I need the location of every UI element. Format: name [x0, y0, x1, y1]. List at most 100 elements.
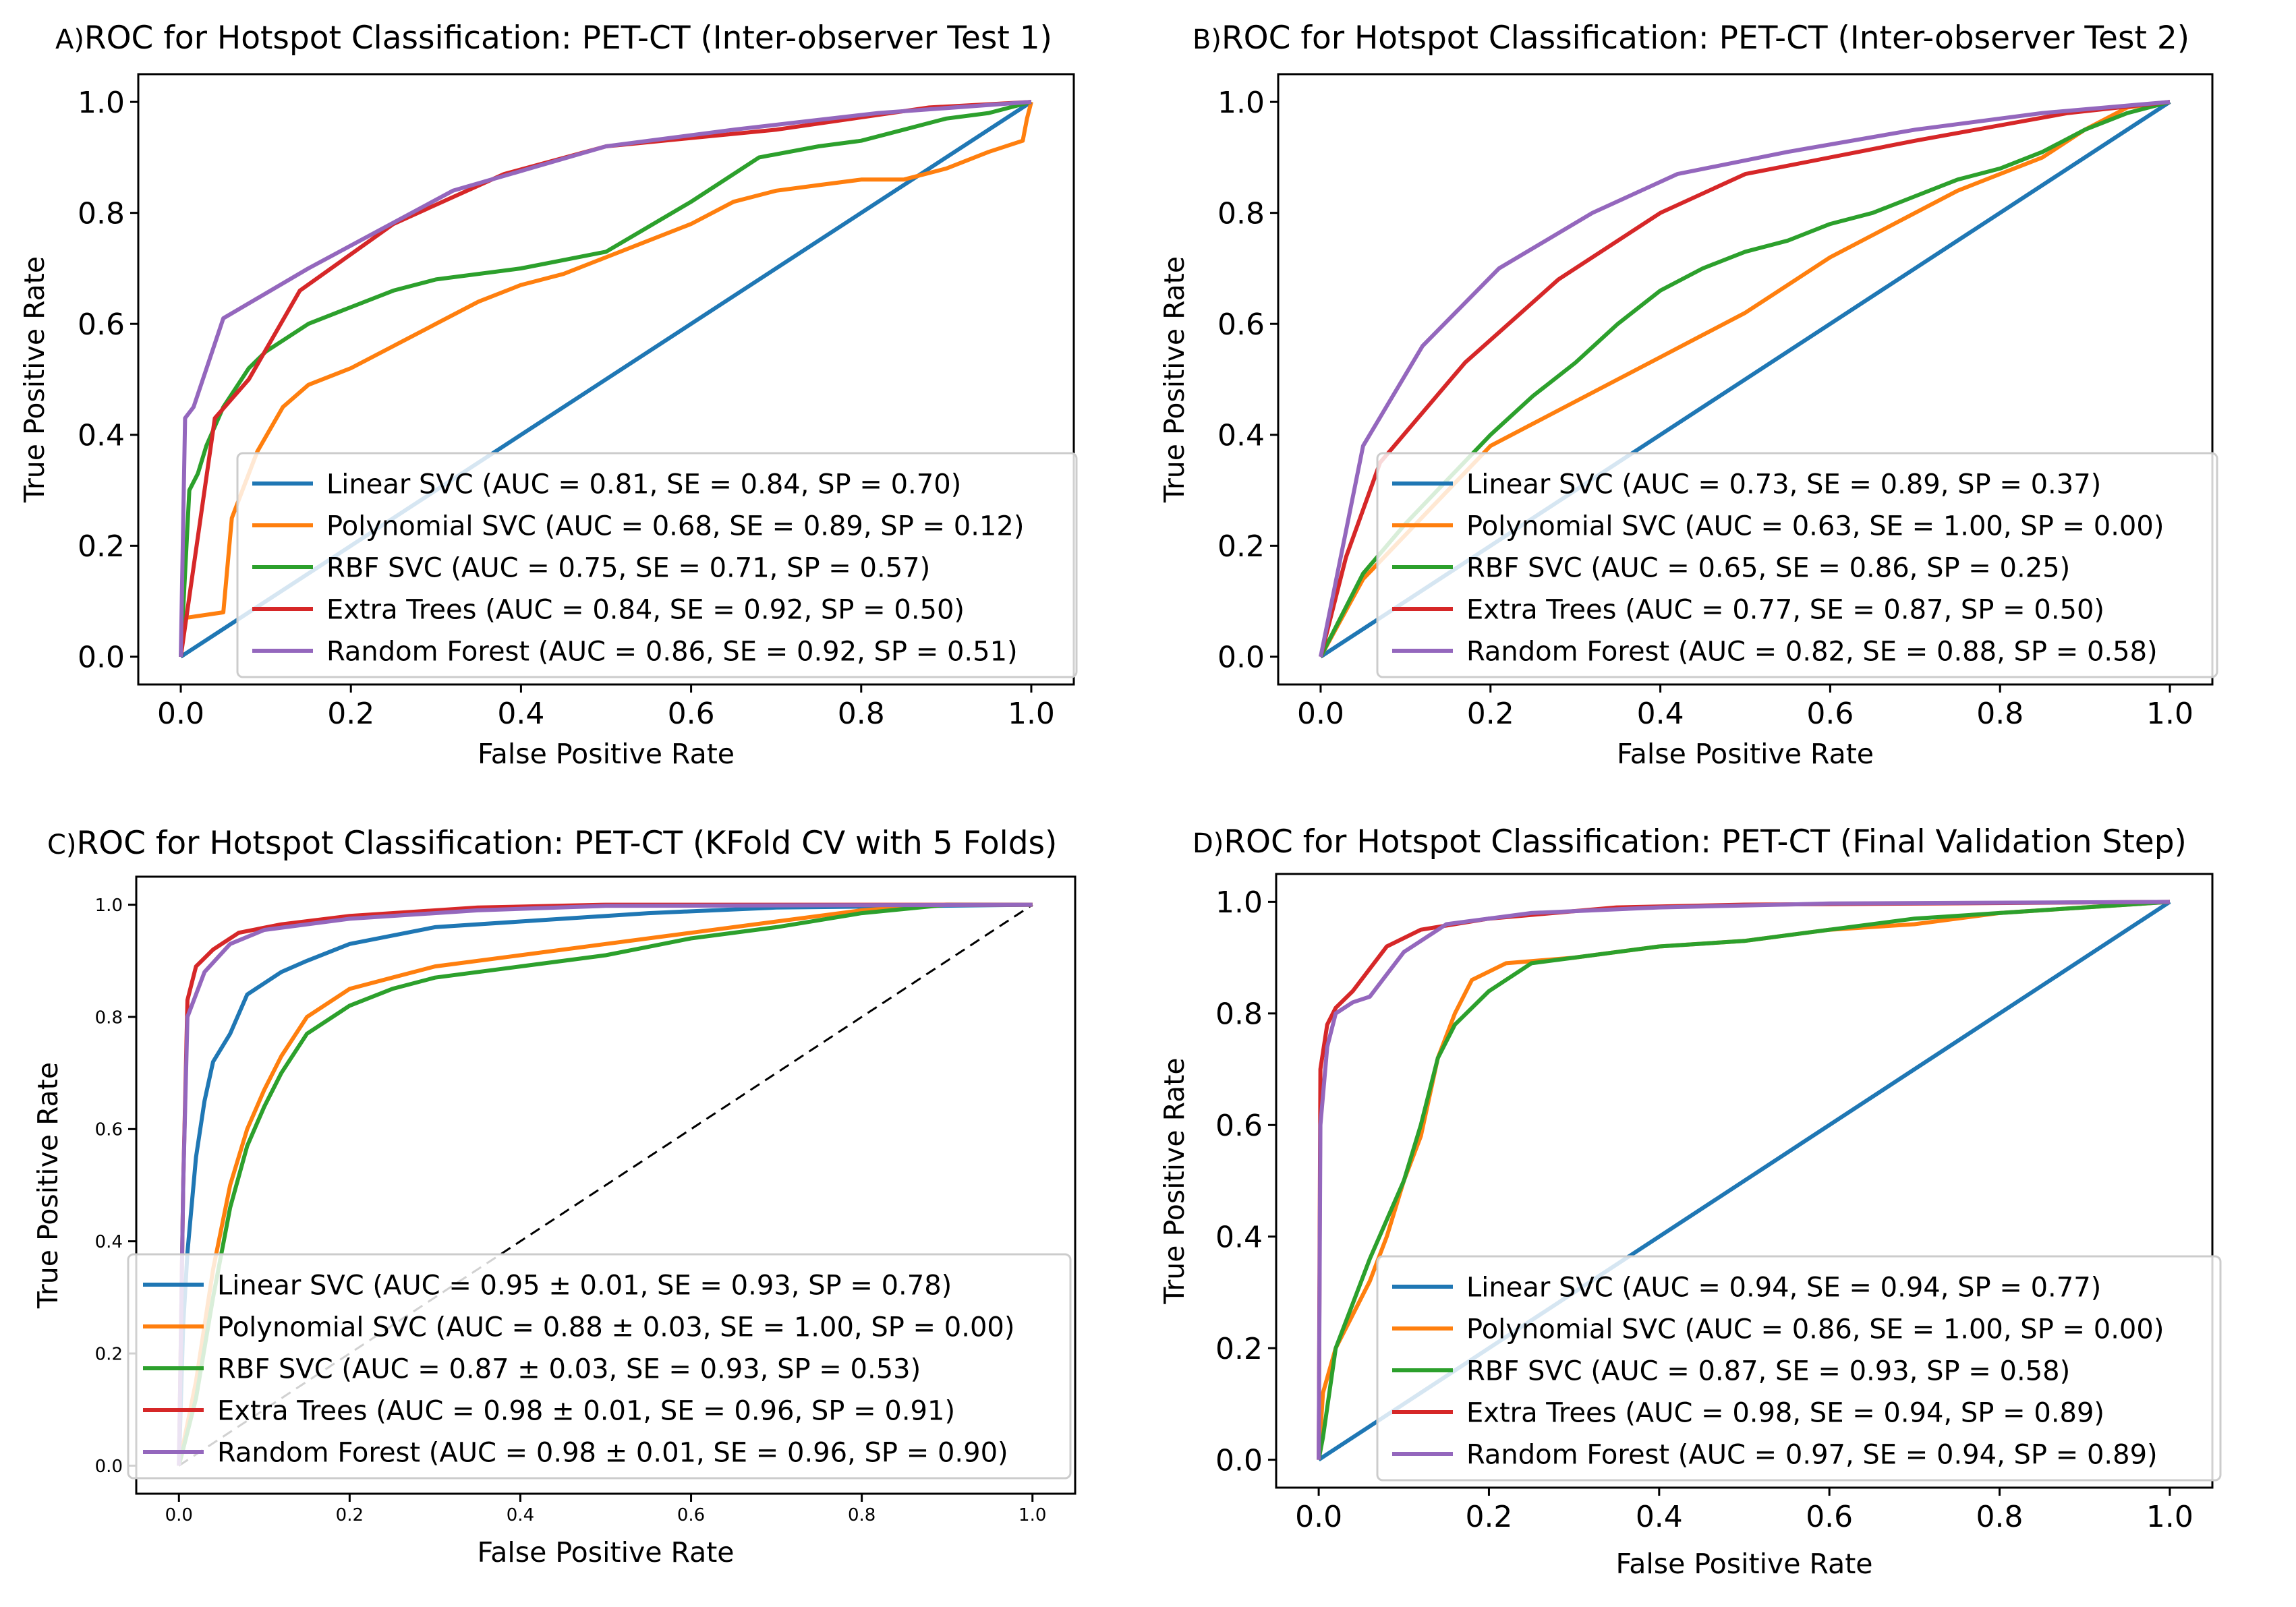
x-tick-label: 0.6 [1806, 1500, 1853, 1534]
legend-entry: Extra Trees (AUC = 0.77, SE = 0.87, SP =… [1466, 594, 2104, 625]
y-tick-label: 1.0 [78, 86, 125, 120]
x-tick-label: 1.0 [2146, 697, 2193, 731]
y-tick-label: 0.8 [1215, 997, 1263, 1032]
panel-letter: D) [1193, 828, 1224, 859]
legend-entry: RBF SVC (AUC = 0.65, SE = 0.86, SP = 0.2… [1466, 552, 2070, 583]
x-tick-label: 1.0 [1018, 1505, 1046, 1525]
legend-entry: Linear SVC (AUC = 0.94, SE = 0.94, SP = … [1466, 1272, 2101, 1303]
x-tick-label: 0.0 [165, 1505, 193, 1525]
x-tick-label: 0.6 [677, 1505, 705, 1525]
panel-letter: A) [55, 24, 84, 55]
y-tick-label: 0.4 [95, 1232, 123, 1252]
legend-box [1376, 1255, 2222, 1482]
legend-entry: Linear SVC (AUC = 0.95 ± 0.01, SE = 0.93… [217, 1270, 952, 1301]
y-tick-label: 0.0 [95, 1457, 123, 1477]
series-line-2 [179, 101, 1033, 658]
legend-box [1376, 452, 2218, 678]
y-tick-label: 0.6 [95, 1120, 123, 1140]
panel-letter: B) [1193, 24, 1222, 55]
x-tick-label: 0.8 [848, 1505, 876, 1525]
series-line-5 [179, 100, 1032, 657]
y-tick-label: 0.6 [78, 308, 125, 342]
plot-frame [1277, 73, 2214, 686]
y-axis-label: True Positive Rate [1158, 1057, 1190, 1304]
legend-entry: Extra Trees (AUC = 0.84, SE = 0.92, SP =… [326, 594, 965, 625]
legend: Linear SVC (AUC = 0.95 ± 0.01, SE = 0.93… [127, 1253, 1072, 1480]
y-axis-label: True Positive Rate [1158, 256, 1190, 503]
x-tick-label: 0.8 [1976, 697, 2024, 731]
series-line-1 [177, 902, 1033, 1466]
series-line-2 [177, 902, 1033, 1466]
x-tick-label: 0.8 [1976, 1500, 2024, 1534]
legend-entry: Polynomial SVC (AUC = 0.86, SE = 1.00, S… [1466, 1314, 2164, 1345]
legend-entry: Random Forest (AUC = 0.82, SE = 0.88, SP… [1466, 636, 2158, 667]
y-tick-label: 0.4 [1215, 1221, 1263, 1255]
y-tick-label: 0.4 [1217, 419, 1265, 453]
legend-entry: Extra Trees (AUC = 0.98 ± 0.01, SE = 0.9… [217, 1395, 955, 1426]
legend-entry: Linear SVC (AUC = 0.81, SE = 0.84, SP = … [326, 469, 961, 500]
y-tick-label: 0.4 [78, 419, 125, 453]
x-tick-label: 0.2 [1467, 697, 1514, 731]
series-line-4 [179, 100, 1032, 658]
y-tick-label: 1.0 [1215, 885, 1263, 920]
legend: Linear SVC (AUC = 0.94, SE = 0.94, SP = … [1376, 1255, 2222, 1482]
series-line-5 [177, 902, 1033, 1466]
x-tick-label: 0.6 [1806, 697, 1854, 731]
x-tick-label: 0.4 [1636, 1500, 1683, 1534]
chart-title: B)ROC for Hotspot Classification: PET-CT… [1193, 20, 2189, 57]
series-line-5 [1317, 900, 2170, 1460]
x-tick-label: 0.2 [327, 697, 374, 731]
y-tick-label: 0.2 [1217, 529, 1265, 564]
x-axis-label: False Positive Rate [478, 738, 735, 770]
plot-frame [137, 73, 1075, 686]
x-tick-label: 0.4 [1637, 697, 1684, 731]
legend-entry: RBF SVC (AUC = 0.75, SE = 0.71, SP = 0.5… [326, 552, 930, 583]
legend-entry: Linear SVC (AUC = 0.73, SE = 0.89, SP = … [1466, 469, 2101, 500]
series-line-5 [1319, 100, 2171, 658]
legend-box [236, 452, 1078, 678]
y-tick-label: 0.8 [1217, 197, 1265, 231]
x-tick-label: 0.0 [157, 697, 204, 731]
y-tick-label: 0.8 [95, 1007, 123, 1028]
chart-title-text: ROC for Hotspot Classification: PET-CT (… [76, 825, 1057, 862]
plot-frame [135, 875, 1077, 1495]
series-line-3 [177, 902, 1033, 1467]
y-tick-label: 0.0 [1217, 641, 1265, 675]
y-axis-label: True Positive Rate [32, 1062, 64, 1309]
y-tick-label: 0.0 [78, 641, 125, 675]
series-line-3 [1317, 900, 2171, 1461]
chart-title: D)ROC for Hotspot Classification: PET-CT… [1193, 823, 2187, 860]
y-tick-label: 1.0 [1217, 86, 1265, 120]
y-tick-label: 0.2 [95, 1344, 123, 1364]
x-axis-label: False Positive Rate [1615, 1548, 1872, 1580]
chance-diagonal-line [178, 904, 1033, 1467]
legend: Linear SVC (AUC = 0.81, SE = 0.84, SP = … [236, 452, 1078, 678]
x-tick-label: 0.0 [1295, 1500, 1342, 1534]
x-tick-label: 1.0 [1008, 697, 1055, 731]
x-tick-label: 0.2 [336, 1505, 364, 1525]
chart-panel-4: D)ROC for Hotspot Classification: PET-CT… [1158, 823, 2222, 1580]
x-tick-label: 0.8 [838, 697, 885, 731]
series-line-2 [1317, 900, 2171, 1460]
chart-title: C)ROC for Hotspot Classification: PET-CT… [47, 825, 1057, 862]
y-tick-label: 0.0 [1215, 1443, 1263, 1478]
plot-frame [1275, 873, 2214, 1489]
chart-panel-2: B)ROC for Hotspot Classification: PET-CT… [1158, 20, 2218, 770]
chart-title-text: ROC for Hotspot Classification: PET-CT (… [84, 20, 1052, 57]
legend-entry: Random Forest (AUC = 0.97, SE = 0.94, SP… [1466, 1439, 2158, 1470]
y-tick-label: 1.0 [95, 896, 123, 916]
legend-box [127, 1253, 1072, 1480]
legend: Linear SVC (AUC = 0.73, SE = 0.89, SP = … [1376, 452, 2218, 678]
x-tick-label: 0.4 [507, 1505, 534, 1525]
legend-entry: RBF SVC (AUC = 0.87, SE = 0.93, SP = 0.5… [1466, 1355, 2070, 1386]
series-line-4 [1319, 100, 2171, 658]
x-axis-label: False Positive Rate [477, 1536, 734, 1569]
chart-title-text: ROC for Hotspot Classification: PET-CT (… [1222, 20, 2189, 57]
x-tick-label: 0.2 [1465, 1500, 1512, 1534]
x-axis-label: False Positive Rate [1617, 738, 1874, 770]
legend-entry: Random Forest (AUC = 0.98 ± 0.01, SE = 0… [217, 1437, 1008, 1468]
y-tick-label: 0.6 [1217, 308, 1265, 342]
y-tick-label: 0.6 [1215, 1109, 1263, 1143]
legend-entry: RBF SVC (AUC = 0.87 ± 0.03, SE = 0.93, S… [217, 1353, 921, 1384]
x-tick-label: 0.4 [497, 697, 544, 731]
